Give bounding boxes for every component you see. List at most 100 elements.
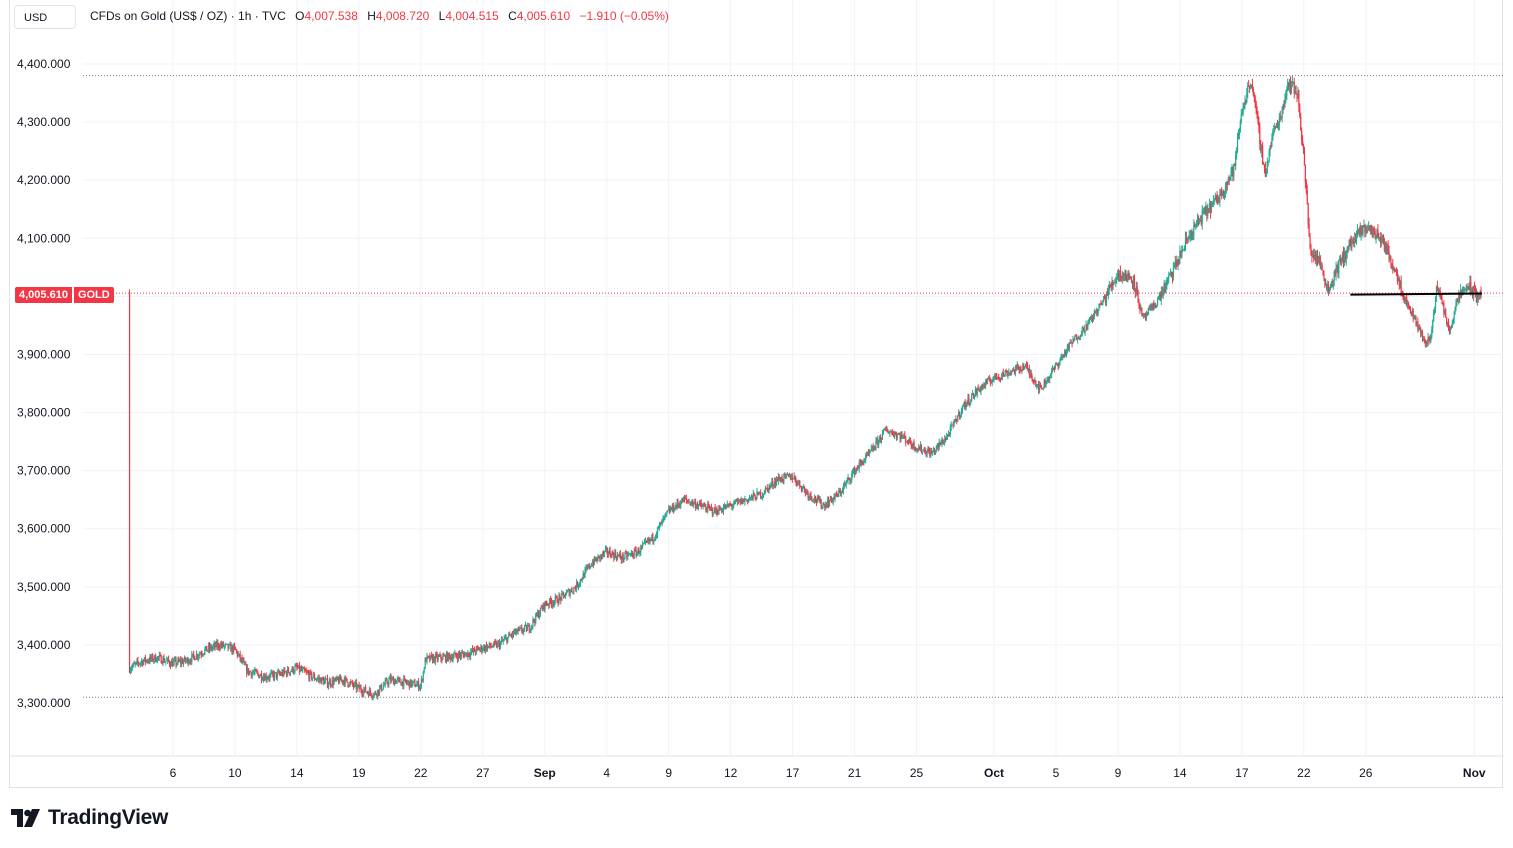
candle-body <box>820 498 822 508</box>
candle-body <box>345 677 347 679</box>
candle-body <box>1040 387 1043 389</box>
candle-body <box>132 663 134 667</box>
candle-body <box>899 434 901 439</box>
candle-body <box>498 642 501 648</box>
candle-body <box>1033 380 1035 382</box>
candle-body <box>140 662 142 664</box>
candle-body <box>557 602 559 604</box>
candle-body <box>1375 236 1377 238</box>
candle-body <box>889 431 891 433</box>
candle-body <box>915 448 917 451</box>
candle-body <box>812 499 814 501</box>
candle-body <box>1406 297 1408 306</box>
candle-body <box>1068 343 1070 350</box>
price-chart[interactable]: 3,300.0003,400.0003,500.0003,600.0003,70… <box>10 0 1504 788</box>
candle-body <box>257 672 259 674</box>
candle-body <box>195 654 198 659</box>
candle-body <box>377 689 379 696</box>
candle-body <box>927 449 929 452</box>
candle-body <box>233 645 235 652</box>
candle-body <box>1245 101 1247 103</box>
candle-body <box>1440 295 1442 299</box>
candle-body <box>1261 146 1263 152</box>
candle-body <box>1162 290 1164 296</box>
candle-body <box>674 505 676 511</box>
candle-body <box>1307 203 1309 224</box>
candle-body <box>1283 106 1285 108</box>
candle-body <box>836 492 838 495</box>
candle-body <box>670 508 673 510</box>
candle-body <box>1090 317 1092 319</box>
candle-body <box>134 663 136 665</box>
candle-body <box>798 480 800 483</box>
tradingview-logo[interactable]: TradingView <box>11 806 168 830</box>
candle-body <box>1336 265 1338 267</box>
candle-body <box>1126 280 1128 282</box>
candle-body <box>704 505 706 507</box>
candle-body <box>416 684 418 687</box>
candle-body <box>758 491 760 495</box>
candle-body <box>1328 289 1331 293</box>
candle-body <box>331 679 333 686</box>
candle-body <box>360 687 362 691</box>
candle-body <box>826 504 828 507</box>
candle-body <box>642 544 644 547</box>
candle-body <box>1130 277 1132 280</box>
candle-body <box>892 432 894 435</box>
candle-body <box>865 454 867 460</box>
candle-body <box>581 579 583 581</box>
candle-body <box>1041 388 1043 389</box>
candle-body <box>1244 101 1246 105</box>
legend-low-value: 4,004.515 <box>445 9 499 23</box>
candle-body <box>613 554 615 559</box>
x-tick-label: Nov <box>1463 766 1486 780</box>
candle-body <box>588 564 590 568</box>
candle-body <box>305 671 307 673</box>
candle-body <box>672 504 674 512</box>
candle-body <box>855 468 858 470</box>
candle-body <box>720 509 722 511</box>
candle-body <box>925 453 927 455</box>
candle-body <box>773 485 775 487</box>
candle-body <box>1183 247 1186 250</box>
currency-selector[interactable]: USD <box>14 5 76 29</box>
candle-body <box>888 432 890 434</box>
candle-body <box>1181 250 1183 257</box>
candle-body <box>1376 229 1378 237</box>
candle-body <box>1017 365 1019 367</box>
candle-body <box>1132 275 1135 285</box>
candle-body <box>1433 309 1436 312</box>
candle-body <box>1271 138 1273 147</box>
candle-body <box>1208 208 1210 211</box>
candle-body <box>654 538 656 540</box>
chart-frame[interactable]: 3,300.000 3,400.000 3,500.000 3,600.000 3,70… <box>9 0 1504 788</box>
candle-body <box>995 373 997 377</box>
candle-body <box>1343 251 1346 262</box>
candle-body <box>1246 92 1248 103</box>
candle-body <box>1037 384 1039 386</box>
candle-body <box>232 646 234 652</box>
candle-body <box>900 433 902 439</box>
candle-body <box>224 644 226 646</box>
candle-body <box>316 678 318 680</box>
candle-body <box>411 682 413 687</box>
candle-body <box>849 478 851 481</box>
candle-body <box>1423 338 1425 341</box>
symbol-legend: CFDs on Gold (US$ / OZ) · 1h · TVC O4,00… <box>90 9 675 23</box>
candle-body <box>1232 166 1234 176</box>
candle-body <box>891 431 893 433</box>
candle-body <box>165 660 167 662</box>
candle-body <box>684 498 687 499</box>
candle-body <box>774 481 776 486</box>
candle-body <box>343 680 345 685</box>
candle-body <box>1260 143 1262 152</box>
candle-body <box>529 630 531 632</box>
candle-body <box>999 378 1002 380</box>
candle-body <box>233 645 236 648</box>
candle-body <box>1425 341 1427 345</box>
candle-body <box>972 393 974 396</box>
candle-body <box>392 678 395 685</box>
candle-body <box>383 684 385 686</box>
candle-body <box>1363 225 1365 227</box>
candle-body <box>357 684 359 686</box>
